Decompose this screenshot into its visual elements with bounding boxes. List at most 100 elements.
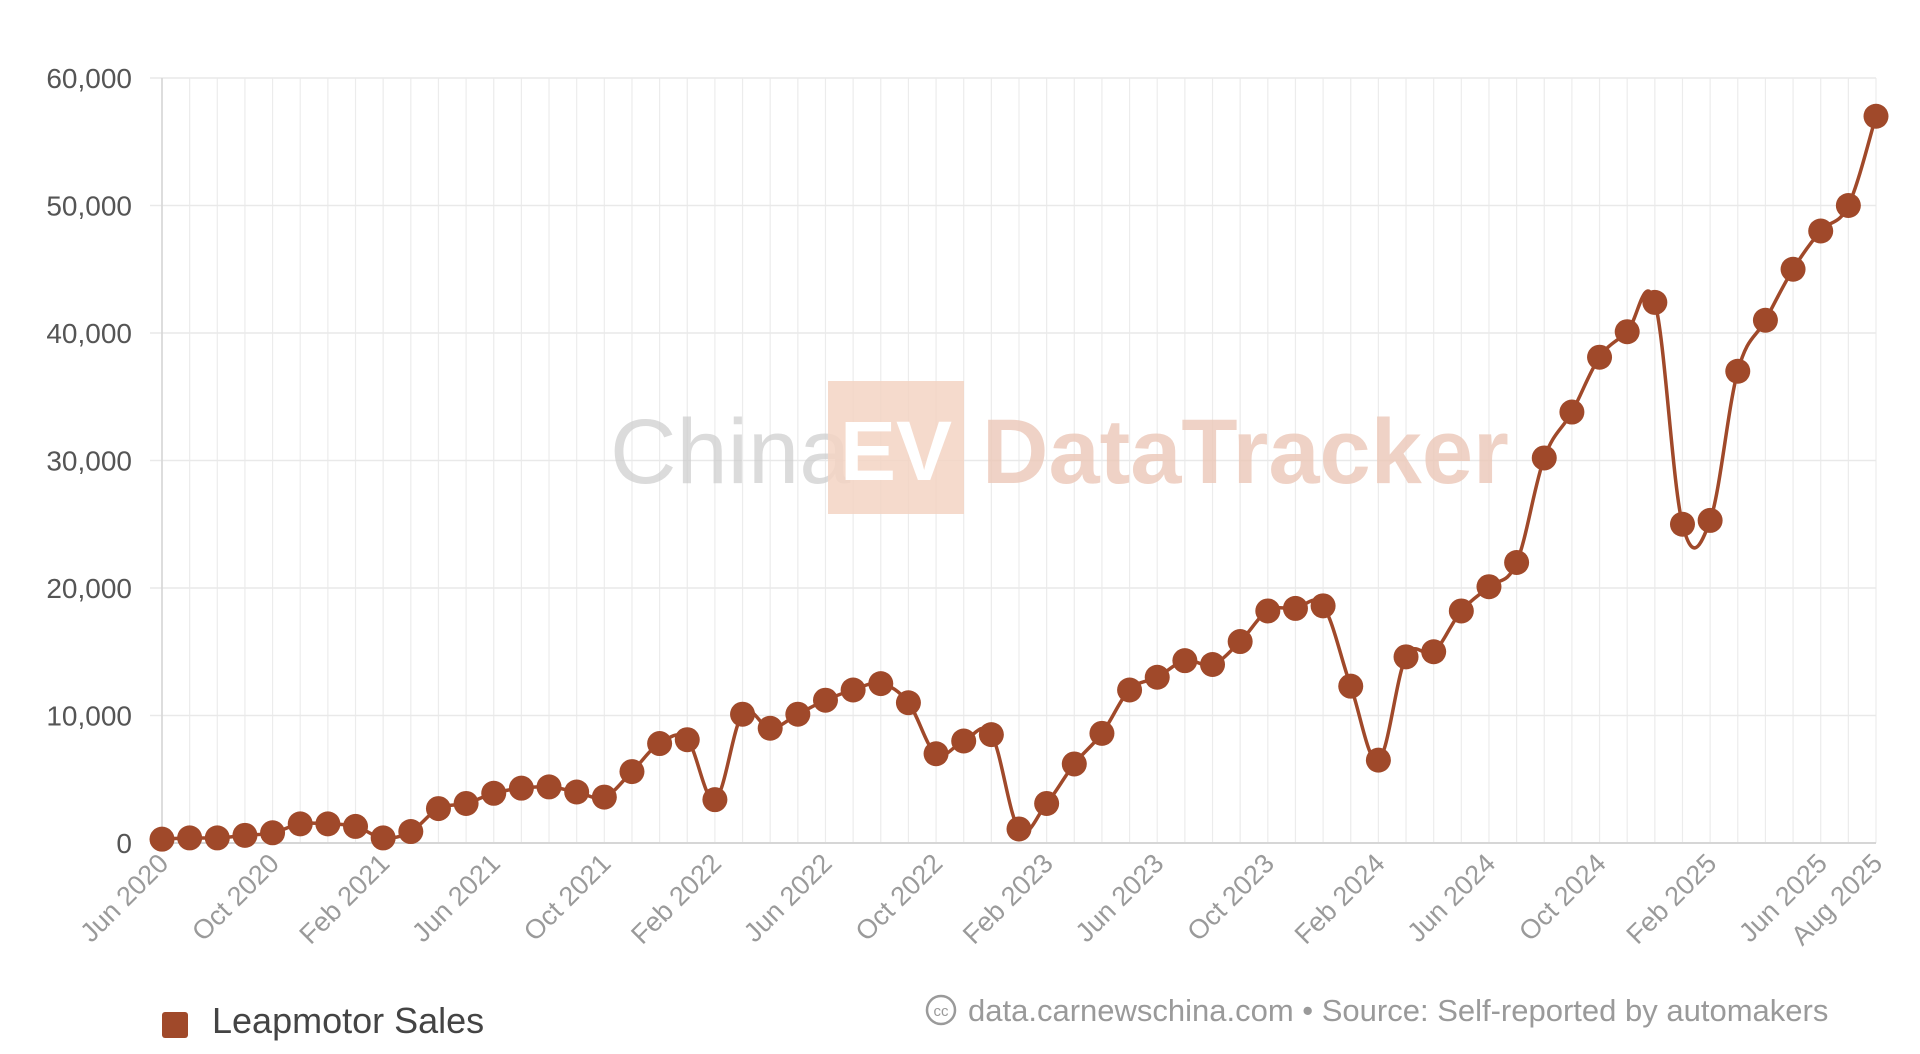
x-tick-label: Jun 2023 [1070,848,1170,948]
data-point[interactable]: Jan 2025: 25,000 [1669,511,1695,537]
data-point[interactable]: Jan 2021: 1,300 [343,813,369,839]
data-point[interactable]: Dec 2023: 18,600 [1310,593,1336,619]
y-tick-label: 20,000 [46,573,132,604]
data-point[interactable]: Jul 2021: 4,300 [508,775,534,801]
data-point[interactable]: Oct 2023: 18,200 [1255,598,1281,624]
legend[interactable]: Leapmotor Sales [162,1000,484,1041]
data-point[interactable]: Nov 2024: 40,100 [1614,319,1640,345]
data-point[interactable]: Jul 2020: 400 [177,825,203,851]
x-tick-label: Oct 2022 [850,848,949,947]
x-tick-label: Oct 2021 [518,848,617,947]
data-point[interactable]: Feb 2022: 3,400 [702,787,728,813]
data-point[interactable]: Dec 2022: 8,500 [978,722,1004,748]
data-point[interactable]: Feb 2021: 400 [370,825,396,851]
data-point[interactable]: Jun 2025: 48,000 [1808,218,1834,244]
x-tick-label: Jun 2024 [1401,848,1501,948]
x-axis-tick-labels: Jun 2020 Oct 2020 Feb 2021 Jun 2021 Oct 2021… [74,848,1888,951]
x-tick-label: Jun 2021 [406,848,506,948]
data-point[interactable]: Jul 2023: 14,300 [1172,648,1198,674]
x-tick-label: Oct 2020 [186,848,285,947]
data-point[interactable]: Sep 2022: 11,000 [895,690,921,716]
data-point[interactable]: Jan 2022: 8,100 [674,727,700,753]
data-point[interactable]: May 2024: 18,200 [1448,598,1474,624]
data-point[interactable]: Feb 2024: 6,500 [1365,747,1391,773]
cc-glyph: cc [934,1003,950,1020]
data-point[interactable]: Dec 2024: 42,400 [1642,289,1668,315]
data-point[interactable]: Jun 2021: 3,900 [481,780,507,806]
data-point[interactable]: Jan 2024: 12,300 [1338,673,1364,699]
data-point[interactable]: Feb 2023: 3,100 [1034,790,1060,816]
y-tick-label: 60,000 [46,63,132,94]
data-point[interactable]: Mar 2023: 6,200 [1061,751,1087,777]
data-point[interactable]: Sep 2020: 600 [232,822,258,848]
x-tick-label: Feb 2022 [625,848,727,950]
data-point[interactable]: Apr 2021: 2,700 [425,796,451,822]
x-tick-label: Jun 2020 [74,848,174,948]
data-point[interactable]: Aug 2022: 12,500 [868,671,894,697]
data-point[interactable]: Jul 2024: 22,000 [1504,550,1530,575]
data-point[interactable]: May 2025: 45,000 [1780,256,1806,282]
data-point[interactable]: Nov 2022: 8,000 [951,728,977,754]
data-point[interactable]: Aug 2021: 4,400 [536,774,562,800]
data-point[interactable]: Feb 2025: 25,300 [1697,507,1723,533]
x-tick-label: Feb 2025 [1620,848,1722,950]
x-tick-label: Feb 2021 [294,848,396,950]
watermark-ev-box [828,381,964,514]
x-tick-label: Feb 2024 [1289,848,1391,950]
data-point[interactable]: Mar 2024: 14,600 [1393,644,1419,670]
data-point[interactable]: Nov 2021: 5,600 [619,759,645,785]
data-point[interactable]: Dec 2020: 1,500 [315,811,341,837]
watermark-datatracker-text: DataTracker [982,401,1509,503]
creative-commons-icon [925,994,957,1026]
data-point[interactable]: Jun 2024: 20,100 [1476,574,1502,600]
data-point[interactable]: Apr 2024: 15,000 [1421,639,1447,665]
y-tick-label: 30,000 [46,446,132,477]
data-point[interactable]: Dec 2021: 7,800 [647,731,673,757]
x-tick-label: Feb 2023 [957,848,1059,950]
data-point[interactable]: Apr 2023: 8,600 [1089,720,1115,746]
data-point[interactable]: Jul 2025: 50,000 [1835,193,1861,218]
source-footer: cc data.carnewschina.com • Source: Self-… [925,993,1828,1028]
data-point[interactable]: Sep 2021: 4,000 [564,779,590,805]
data-point[interactable]: Aug 2024: 30,200 [1531,445,1557,471]
legend-label: Leapmotor Sales [212,1000,484,1041]
legend-swatch [162,1012,188,1038]
data-point[interactable]: Sep 2023: 15,800 [1227,629,1253,655]
watermark-china-text: China [610,401,851,503]
y-axis-tick-labels: 0 10,000 20,000 30,000 40,000 50,000 60,000 [46,63,132,859]
data-point[interactable]: Apr 2022: 9,000 [757,715,783,741]
data-point[interactable]: Jul 2022: 12,000 [840,677,866,703]
data-point[interactable]: Aug 2020: 400 [204,825,230,851]
chart-grid [150,77,1877,844]
data-point[interactable]: Aug 2025: 57,000 [1863,103,1889,129]
data-point[interactable]: Mar 2021: 900 [398,819,424,845]
source-text: data.carnewschina.com • Source: Self-rep… [968,993,1828,1028]
data-point[interactable]: Apr 2025: 41,000 [1752,307,1778,333]
data-point[interactable]: Jun 2020: 300 [149,826,175,852]
data-point[interactable]: Nov 2023: 18,400 [1282,595,1308,621]
data-point[interactable]: Mar 2022: 10,100 [730,701,756,727]
data-point[interactable]: Oct 2020: 800 [260,820,286,846]
y-tick-label: 0 [116,828,132,859]
data-point[interactable]: Aug 2023: 14,000 [1200,652,1226,677]
data-point[interactable]: May 2023: 12,000 [1117,677,1143,703]
y-tick-label: 50,000 [46,191,132,222]
data-point[interactable]: Oct 2021: 3,600 [591,784,617,810]
watermark-ev-text: EV [840,404,952,498]
data-point[interactable]: May 2021: 3,100 [453,790,479,816]
y-tick-label: 40,000 [46,318,132,349]
x-tick-label: Jun 2022 [738,848,838,948]
data-point[interactable]: Mar 2025: 37,000 [1725,358,1751,384]
data-point[interactable]: Jun 2023: 13,000 [1144,664,1170,690]
data-point[interactable]: Nov 2020: 1,500 [287,811,313,837]
watermark: China EV DataTracker [610,381,1509,514]
data-point[interactable]: Jan 2023: 1,100 [1006,816,1032,842]
data-point[interactable]: Sep 2024: 33,800 [1559,399,1585,425]
y-tick-label: 10,000 [46,701,132,732]
data-point[interactable]: Oct 2024: 38,100 [1587,344,1613,370]
data-point[interactable]: Jun 2022: 11,200 [812,687,838,713]
data-point[interactable]: May 2022: 10,100 [785,701,811,727]
x-tick-label: Oct 2024 [1513,848,1612,947]
data-point[interactable]: Oct 2022: 7,000 [923,741,949,767]
